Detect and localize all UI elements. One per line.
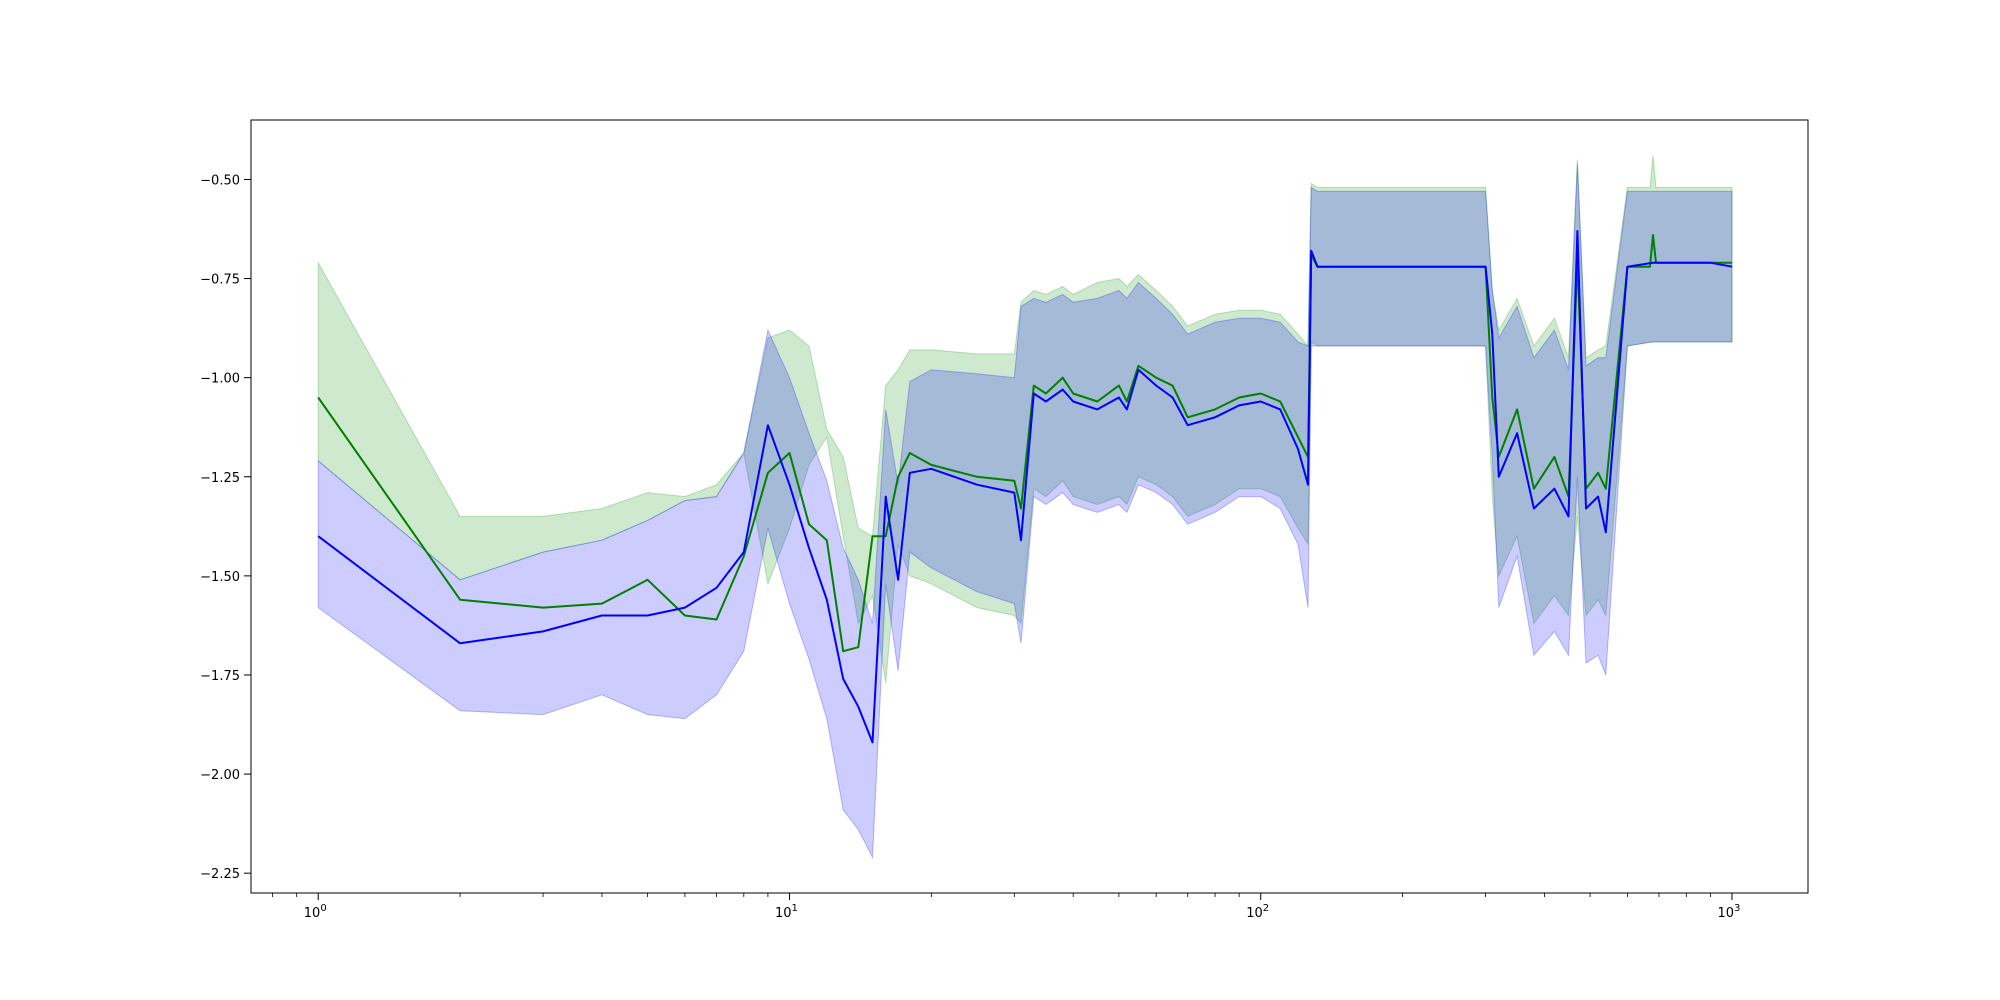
y-tick-label-1: −0.75	[200, 273, 240, 288]
y-tick-label-6: −2.00	[200, 768, 240, 783]
x-tick-label-0: 100	[304, 903, 327, 921]
series-2-line	[317, 230, 1733, 744]
plot-area-background	[251, 120, 1808, 893]
y-tick-label-0: −0.50	[200, 173, 240, 188]
series-2-band	[317, 163, 1733, 860]
plot-frame	[250, 119, 1809, 894]
x-tick-label-2: 102	[1246, 903, 1269, 921]
x-tick-label-1: 101	[775, 903, 798, 921]
y-tick-label-7: −2.25	[200, 867, 240, 882]
y-tick-label-5: −1.75	[200, 669, 240, 684]
y-tick-label-4: −1.50	[200, 570, 240, 585]
x-axis: 100 101 102 103	[272, 893, 1740, 921]
series-1-band	[317, 155, 1733, 683]
y-tick-label-2: −1.00	[200, 372, 240, 387]
confidence-bands	[317, 155, 1733, 860]
y-tick-label-3: −1.25	[200, 471, 240, 486]
x-tick-label-3: 103	[1717, 903, 1740, 921]
series-lines	[317, 230, 1733, 744]
y-axis: −0.50 −0.75 −1.00 −1.25 −1.50 −1.75 −2.00 −2.25	[200, 173, 251, 882]
